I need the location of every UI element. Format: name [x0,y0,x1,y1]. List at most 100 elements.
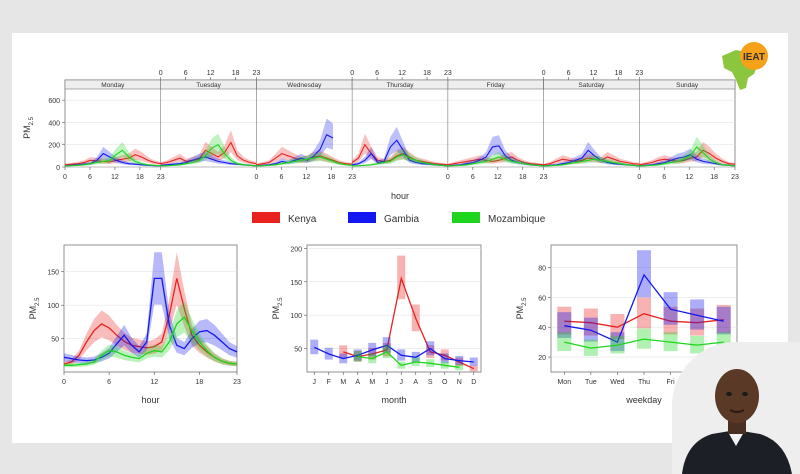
confidence-band [352,133,448,166]
confidence-band [160,130,257,165]
series-line [447,156,544,166]
x-tick-label: D [471,379,476,386]
presenter-jacket [682,430,792,474]
x-axis-label: hour [141,395,159,405]
x-tick-label: 0 [159,70,163,77]
presenter-webcam [672,342,800,474]
y-tick-label: 200 [290,246,302,253]
y-tick-label: 0 [56,165,60,172]
interval-box [339,345,348,358]
interval-box [310,339,319,355]
x-tick-label: 6 [279,174,283,181]
series-line [63,278,238,365]
day-strip-label: Wednesday [287,82,322,89]
y-axis-label: PM2.5 [28,297,41,320]
x-tick-label: 0 [637,174,641,181]
series-line [639,149,736,166]
x-tick-label: Wed [610,379,624,386]
y-axis-label: PM2.5 [271,297,284,320]
x-tick-label: M [340,379,346,386]
interval-box [637,250,651,298]
x-tick-label: 23 [731,174,739,181]
y-axis-label: PM2.5 [22,116,35,139]
series-line [314,344,474,363]
series-line [639,154,736,167]
series-line [564,273,724,343]
x-tick-label: 12 [398,70,406,77]
confidence-band [543,141,640,167]
interval-box [637,297,651,329]
x-tick-label: J [313,379,317,386]
series-line [357,351,460,368]
legend-label: Kenya [288,214,317,225]
logo-text: IEAT [743,52,765,63]
interval-box [690,299,705,330]
x-axis-label: hour [391,191,409,201]
confidence-band [256,146,353,166]
x-tick-label: O [442,379,448,386]
x-tick-label: 18 [519,174,527,181]
confidence-band [447,135,544,167]
series-line [64,154,161,166]
series-line [352,154,448,167]
day-strip-label: Sunday [676,82,699,89]
x-tick-label: M [369,379,375,386]
x-tick-label: J [400,379,404,386]
y-axis-label: PM2.5 [515,297,528,320]
confidence-band [352,126,448,167]
series-line [543,156,640,166]
confidence-band [352,148,448,167]
interval-box [557,332,572,352]
x-axis-label: weekday [625,395,662,405]
x-tick-label: 6 [88,174,92,181]
series-line [639,146,736,167]
x-tick-label: Mon [557,379,571,386]
x-tick-label: 18 [195,379,203,386]
legend-swatch [452,212,480,223]
interval-box [716,304,731,334]
series-line [564,313,724,328]
confidence-band [64,301,237,368]
confidence-band [256,152,353,167]
presenter-face [715,369,759,423]
x-tick-label: 6 [107,379,111,386]
x-tick-label: 12 [207,70,215,77]
x-tick-label: 0 [446,174,450,181]
x-tick-label: J [385,379,389,386]
x-tick-label: 18 [615,70,623,77]
x-tick-label: Fri [666,379,675,386]
x-tick-label: 23 [348,174,356,181]
y-tick-label: 50 [294,347,302,354]
x-tick-label: Thu [638,379,650,386]
legend-swatch [252,212,280,223]
x-tick-label: 18 [232,70,240,77]
series-line [543,158,640,167]
y-tick-label: 400 [48,120,60,127]
x-tick-label: 12 [111,174,119,181]
series-line [351,143,448,166]
confidence-band [160,133,257,167]
confidence-band [65,141,161,167]
x-tick-label: 0 [62,379,66,386]
x-tick-label: 0 [542,70,546,77]
x-tick-label: 12 [494,174,502,181]
x-tick-label: 23 [233,379,241,386]
interval-box [557,306,572,335]
x-axis-label: month [381,395,406,405]
legend-label: Gambia [384,214,419,225]
y-tick-label: 150 [47,270,59,277]
chart-legend: Kenya Gambia Mozambique [252,212,546,225]
weekly-frame [64,79,736,168]
interval-box [557,312,572,338]
series-line [63,277,238,362]
logo-sun-icon [740,42,768,70]
x-tick-label: 23 [444,70,452,77]
x-tick-label: 12 [590,70,598,77]
y-tick-label: 200 [48,143,60,150]
x-tick-label: 0 [350,70,354,77]
y-tick-label: 600 [48,98,60,105]
confidence-band [65,148,161,166]
x-tick-label: 12 [302,174,310,181]
y-tick-label: 150 [290,280,302,287]
x-tick-label: 0 [254,174,258,181]
